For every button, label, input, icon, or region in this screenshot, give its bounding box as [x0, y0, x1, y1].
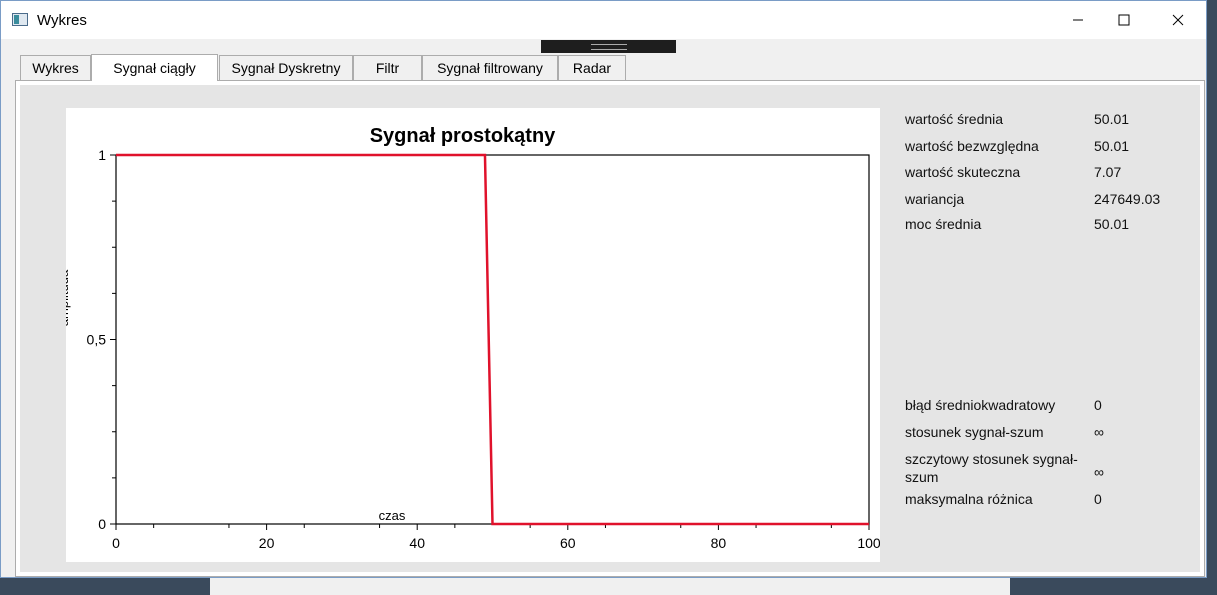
tab-sygnal-dyskretny[interactable]: Sygnał Dyskretny — [219, 55, 353, 80]
chart-area: Sygnał prostokątny 0 20 40 60 80 100 0 0,5 1 czas a… — [56, 108, 881, 562]
minimize-button[interactable] — [1055, 1, 1101, 39]
app-icon — [12, 13, 28, 26]
stat-value-abs-mean: 50.01 — [1094, 138, 1130, 154]
close-icon — [1172, 14, 1184, 26]
stat-label-variance: wariancja — [905, 191, 965, 207]
stat-label-avg-power: moc średnia — [905, 216, 982, 232]
stat-value-mean: 50.01 — [1094, 111, 1130, 127]
desktop-background — [210, 578, 1010, 595]
stat-label-rms: wartość skuteczna — [905, 164, 1021, 180]
error-label-max-diff: maksymalna różnica — [905, 491, 1033, 507]
close-button[interactable] — [1155, 1, 1201, 39]
tab-label: Wykres — [32, 60, 79, 76]
y-tick-label: 1 — [98, 147, 106, 163]
error-value-psnr: ∞ — [1094, 464, 1104, 480]
error-label-psnr: szczytowy stosunek sygnał-szum — [905, 451, 1078, 485]
error-label-mse: błąd średniokwadratowy — [905, 397, 1056, 413]
stat-value-rms: 7.07 — [1094, 164, 1122, 180]
app-window: Wykres Wykres Sygnał ciągły Sygnał Dyskr… — [0, 0, 1207, 578]
series-line-0 — [116, 153, 869, 526]
x-tick-label: 100 — [857, 535, 880, 551]
title-bar[interactable]: Wykres — [1, 1, 1206, 39]
x-tick-label: 40 — [409, 535, 425, 551]
x-tick-label: 0 — [112, 535, 120, 551]
y-tick-label: 0 — [98, 516, 106, 532]
maximize-icon — [1118, 14, 1130, 26]
drag-grip-handle[interactable] — [541, 40, 676, 53]
stat-value-variance: 247649.03 — [1094, 191, 1161, 207]
tab-label: Sygnał ciągły — [113, 60, 196, 76]
minimize-icon — [1073, 19, 1083, 21]
tab-label: Sygnał Dyskretny — [231, 60, 341, 76]
tab-sygnal-ciagly[interactable]: Sygnał ciągły — [91, 54, 218, 81]
stat-label-mean: wartość średnia — [905, 111, 1004, 127]
error-label-snr: stosunek sygnał-szum — [905, 424, 1044, 440]
tab-label: Sygnał filtrowany — [437, 60, 543, 76]
tab-radar[interactable]: Radar — [558, 55, 626, 80]
y-tick-label: 0,5 — [87, 332, 107, 348]
error-value-snr: ∞ — [1094, 424, 1104, 440]
error-value-max-diff: 0 — [1094, 491, 1102, 507]
y-axis-label: amplituda — [66, 269, 71, 326]
x-tick-label: 20 — [259, 535, 275, 551]
stat-value-avg-power: 50.01 — [1094, 216, 1130, 232]
x-tick-label: 60 — [560, 535, 576, 551]
maximize-button[interactable] — [1101, 1, 1147, 39]
tab-sygnal-filtrowany[interactable]: Sygnał filtrowany — [422, 55, 558, 80]
signal-chart: Sygnał prostokątny 0 20 40 60 80 100 0 0,5 1 czas a… — [56, 125, 881, 551]
stat-label-abs-mean: wartość bezwzględna — [905, 138, 1039, 154]
tab-label: Filtr — [375, 60, 400, 76]
chart-title: Sygnał prostokątny — [370, 125, 556, 147]
x-tick-label: 80 — [711, 535, 727, 551]
x-axis-label: czas — [379, 508, 406, 523]
tab-wykres[interactable]: Wykres — [20, 55, 91, 80]
window-title: Wykres — [37, 12, 87, 29]
tab-filtr[interactable]: Filtr — [353, 55, 422, 80]
tab-label: Radar — [572, 60, 612, 76]
error-value-mse: 0 — [1094, 397, 1102, 413]
